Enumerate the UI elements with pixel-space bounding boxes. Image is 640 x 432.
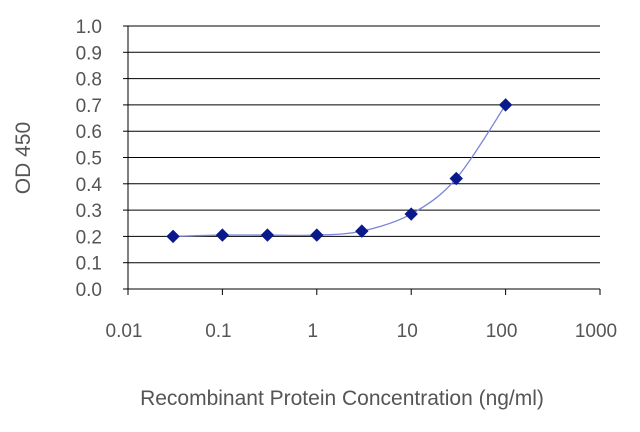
y-tick-label: 0.6 — [76, 122, 102, 143]
data-point-marker — [355, 224, 369, 238]
tick-labels: 0.0 0.1 0.2 0.3 0.4 0.5 0.6 0.7 0.8 0.9 1.0 0.01 0.1… — [76, 17, 618, 342]
data-point-marker — [498, 98, 513, 112]
x-tick-label: 0.01 — [106, 321, 143, 342]
series-line — [173, 104, 507, 238]
y-tick-label: 0.7 — [76, 96, 102, 117]
series — [166, 98, 513, 244]
gridlines — [128, 25, 600, 290]
x-axis-label: Recombinant Protein Concentration (ng/ml… — [140, 387, 544, 410]
data-point-marker — [404, 207, 418, 221]
data-point-marker — [310, 228, 324, 242]
data-point-marker — [166, 229, 180, 244]
x-tick-label: 10 — [397, 321, 418, 342]
y-tick-label: 0.0 — [76, 280, 102, 301]
x-tick-label: 1000 — [575, 321, 617, 342]
y-tick-label: 0.1 — [76, 254, 102, 275]
data-point-marker — [215, 228, 230, 242]
y-tick-label: 0.4 — [76, 175, 103, 196]
x-tick-label: 100 — [486, 321, 518, 342]
y-tick-label: 1.0 — [76, 17, 102, 38]
axes — [123, 25, 601, 295]
y-tick-label: 0.5 — [76, 149, 102, 170]
y-tick-label: 0.2 — [76, 227, 102, 248]
y-tick-label: 0.9 — [76, 43, 102, 64]
data-point-marker — [260, 228, 275, 242]
data-point-marker — [449, 171, 463, 186]
y-tick-label: 0.3 — [76, 201, 102, 222]
y-axis-label: OD 450 — [12, 122, 35, 194]
x-tick-label: 0.1 — [205, 321, 231, 342]
y-tick-label: 0.8 — [76, 70, 102, 91]
x-tick-label: 1 — [308, 321, 319, 342]
